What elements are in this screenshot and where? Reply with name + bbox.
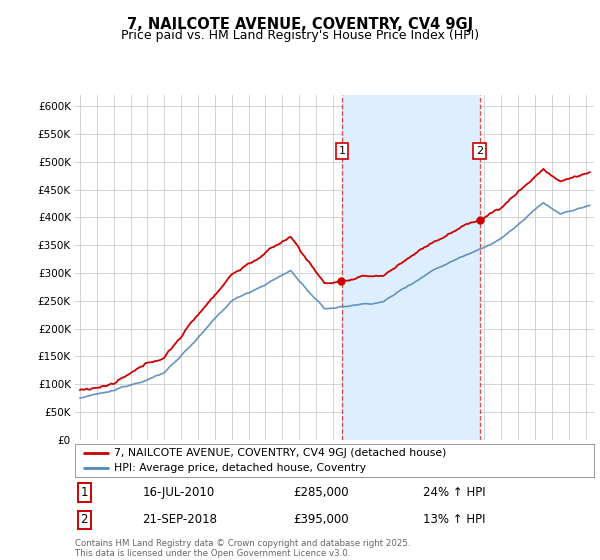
Text: 7, NAILCOTE AVENUE, COVENTRY, CV4 9GJ: 7, NAILCOTE AVENUE, COVENTRY, CV4 9GJ xyxy=(127,17,473,31)
Text: 1: 1 xyxy=(338,146,346,156)
Text: 16-JUL-2010: 16-JUL-2010 xyxy=(142,486,215,499)
Text: 2: 2 xyxy=(476,146,484,156)
Text: 13% ↑ HPI: 13% ↑ HPI xyxy=(423,514,485,526)
Text: 24% ↑ HPI: 24% ↑ HPI xyxy=(423,486,485,499)
Text: Contains HM Land Registry data © Crown copyright and database right 2025.
This d: Contains HM Land Registry data © Crown c… xyxy=(75,539,410,558)
Text: 2: 2 xyxy=(80,514,88,526)
Text: Price paid vs. HM Land Registry's House Price Index (HPI): Price paid vs. HM Land Registry's House … xyxy=(121,29,479,43)
Text: 7, NAILCOTE AVENUE, COVENTRY, CV4 9GJ (detached house): 7, NAILCOTE AVENUE, COVENTRY, CV4 9GJ (d… xyxy=(114,447,446,458)
Text: HPI: Average price, detached house, Coventry: HPI: Average price, detached house, Cove… xyxy=(114,463,366,473)
Bar xyxy=(342,95,480,440)
Text: £285,000: £285,000 xyxy=(293,486,349,499)
Text: 21-SEP-2018: 21-SEP-2018 xyxy=(142,514,217,526)
Text: £395,000: £395,000 xyxy=(293,514,349,526)
Text: 1: 1 xyxy=(80,486,88,499)
